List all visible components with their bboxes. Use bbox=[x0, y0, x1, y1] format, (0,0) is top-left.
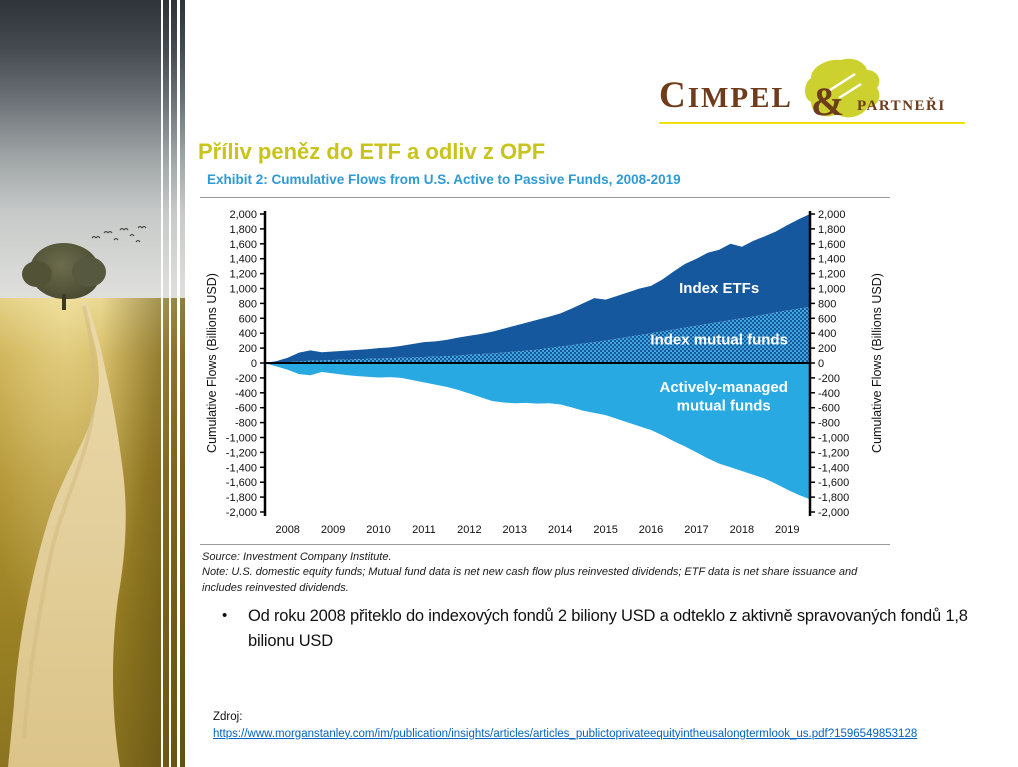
svg-text:1,400: 1,400 bbox=[818, 254, 846, 266]
landscape-photo bbox=[0, 0, 185, 767]
svg-text:1,200: 1,200 bbox=[818, 269, 846, 281]
exhibit-bottom-rule bbox=[200, 544, 890, 545]
svg-text:2008: 2008 bbox=[275, 524, 299, 536]
svg-text:-1,600: -1,600 bbox=[226, 477, 257, 489]
svg-text:Index mutual funds: Index mutual funds bbox=[650, 331, 788, 348]
bullet-text: Od roku 2008 přiteklo do indexových fond… bbox=[248, 607, 968, 650]
logo-company-name: CIMPEL bbox=[659, 75, 793, 116]
svg-text:400: 400 bbox=[818, 328, 836, 340]
svg-text:2,000: 2,000 bbox=[229, 209, 257, 221]
svg-text:200: 200 bbox=[239, 343, 257, 355]
logo-underline bbox=[659, 122, 965, 124]
logo-partners-text: PARTNEŘI bbox=[857, 98, 946, 114]
svg-text:600: 600 bbox=[818, 313, 836, 325]
svg-text:2016: 2016 bbox=[639, 524, 663, 536]
svg-text:1,400: 1,400 bbox=[229, 254, 257, 266]
svg-text:2011: 2011 bbox=[412, 524, 436, 536]
svg-text:800: 800 bbox=[818, 298, 836, 310]
svg-text:1,800: 1,800 bbox=[818, 224, 846, 236]
svg-text:Index ETFs: Index ETFs bbox=[679, 280, 759, 297]
svg-text:2017: 2017 bbox=[684, 524, 708, 536]
svg-text:-1,600: -1,600 bbox=[818, 477, 849, 489]
svg-text:-400: -400 bbox=[818, 388, 840, 400]
bullet-marker: • bbox=[222, 607, 228, 624]
photo-dirt-path bbox=[8, 302, 126, 767]
svg-text:-200: -200 bbox=[235, 373, 257, 385]
svg-text:2018: 2018 bbox=[730, 524, 754, 536]
svg-text:-1,000: -1,000 bbox=[226, 433, 257, 445]
svg-text:2019: 2019 bbox=[775, 524, 799, 536]
photo-birds bbox=[91, 225, 147, 243]
svg-text:2013: 2013 bbox=[503, 524, 527, 536]
svg-text:400: 400 bbox=[239, 328, 257, 340]
company-logo: CIMPEL & PARTNEŘI bbox=[655, 58, 975, 128]
svg-text:-1,000: -1,000 bbox=[818, 433, 849, 445]
svg-text:-400: -400 bbox=[235, 388, 257, 400]
svg-text:Cumulative Flows (Billions USD: Cumulative Flows (Billions USD) bbox=[205, 273, 219, 453]
logo-ampersand: & bbox=[811, 79, 845, 124]
flows-area-chart: 2,000 2,000 1,800 1,800 1,600 1,600 1,400 1,400… bbox=[205, 209, 884, 536]
svg-text:-1,800: -1,800 bbox=[226, 492, 257, 504]
svg-text:-600: -600 bbox=[235, 403, 257, 415]
decor-vertical-line bbox=[161, 0, 163, 767]
page-title: Příliv peněz do ETF a odliv z OPF bbox=[198, 139, 546, 164]
svg-text:-1,200: -1,200 bbox=[226, 447, 257, 459]
svg-text:-1,400: -1,400 bbox=[226, 462, 257, 474]
svg-text:1,200: 1,200 bbox=[229, 269, 257, 281]
svg-text:-200: -200 bbox=[818, 373, 840, 385]
bullet-item: • Od roku 2008 přiteklo do indexových fo… bbox=[222, 604, 1002, 654]
svg-text:1,600: 1,600 bbox=[229, 239, 257, 251]
svg-text:-2,000: -2,000 bbox=[818, 507, 849, 519]
source-footer: Zdroj: https://www.morganstanley.com/im/… bbox=[213, 709, 1013, 742]
decor-vertical-line bbox=[177, 0, 180, 767]
photo-tree-trunk bbox=[62, 294, 66, 310]
svg-text:2015: 2015 bbox=[593, 524, 617, 536]
svg-text:mutual funds: mutual funds bbox=[677, 398, 771, 415]
svg-text:-1,800: -1,800 bbox=[818, 492, 849, 504]
photo-sky bbox=[0, 0, 185, 302]
svg-text:1,000: 1,000 bbox=[229, 284, 257, 296]
photo-tree bbox=[22, 243, 106, 299]
source-label: Zdroj: bbox=[213, 711, 243, 723]
svg-text:2009: 2009 bbox=[321, 524, 345, 536]
svg-text:0: 0 bbox=[251, 358, 257, 370]
svg-text:Cumulative Flows (Billions USD: Cumulative Flows (Billions USD) bbox=[870, 273, 884, 453]
source-line: Source: Investment Company Institute. bbox=[202, 551, 392, 563]
svg-text:2010: 2010 bbox=[366, 524, 390, 536]
exhibit-title: Exhibit 2: Cumulative Flows from U.S. Ac… bbox=[207, 172, 681, 187]
svg-text:1,600: 1,600 bbox=[818, 239, 846, 251]
svg-text:0: 0 bbox=[818, 358, 824, 370]
chart-source-note: Source: Investment Company Institute. No… bbox=[202, 550, 890, 596]
svg-text:-800: -800 bbox=[235, 418, 257, 430]
svg-text:-1,400: -1,400 bbox=[818, 462, 849, 474]
svg-text:-2,000: -2,000 bbox=[226, 507, 257, 519]
svg-text:2,000: 2,000 bbox=[818, 209, 846, 221]
logo-tree-icon bbox=[805, 58, 880, 118]
svg-text:-600: -600 bbox=[818, 403, 840, 415]
svg-text:600: 600 bbox=[239, 313, 257, 325]
svg-text:2014: 2014 bbox=[548, 524, 572, 536]
exhibit-top-rule bbox=[200, 197, 890, 198]
svg-text:2012: 2012 bbox=[457, 524, 481, 536]
svg-text:1,000: 1,000 bbox=[818, 284, 846, 296]
decor-vertical-line bbox=[169, 0, 171, 767]
svg-text:-1,200: -1,200 bbox=[818, 447, 849, 459]
note-line: Note: U.S. domestic equity funds; Mutual… bbox=[202, 566, 858, 594]
source-link[interactable]: https://www.morganstanley.com/im/publica… bbox=[213, 727, 918, 740]
svg-text:200: 200 bbox=[818, 343, 836, 355]
svg-text:800: 800 bbox=[239, 298, 257, 310]
svg-text:Actively-managed: Actively-managed bbox=[660, 379, 788, 396]
svg-text:1,800: 1,800 bbox=[229, 224, 257, 236]
svg-text:-800: -800 bbox=[818, 418, 840, 430]
